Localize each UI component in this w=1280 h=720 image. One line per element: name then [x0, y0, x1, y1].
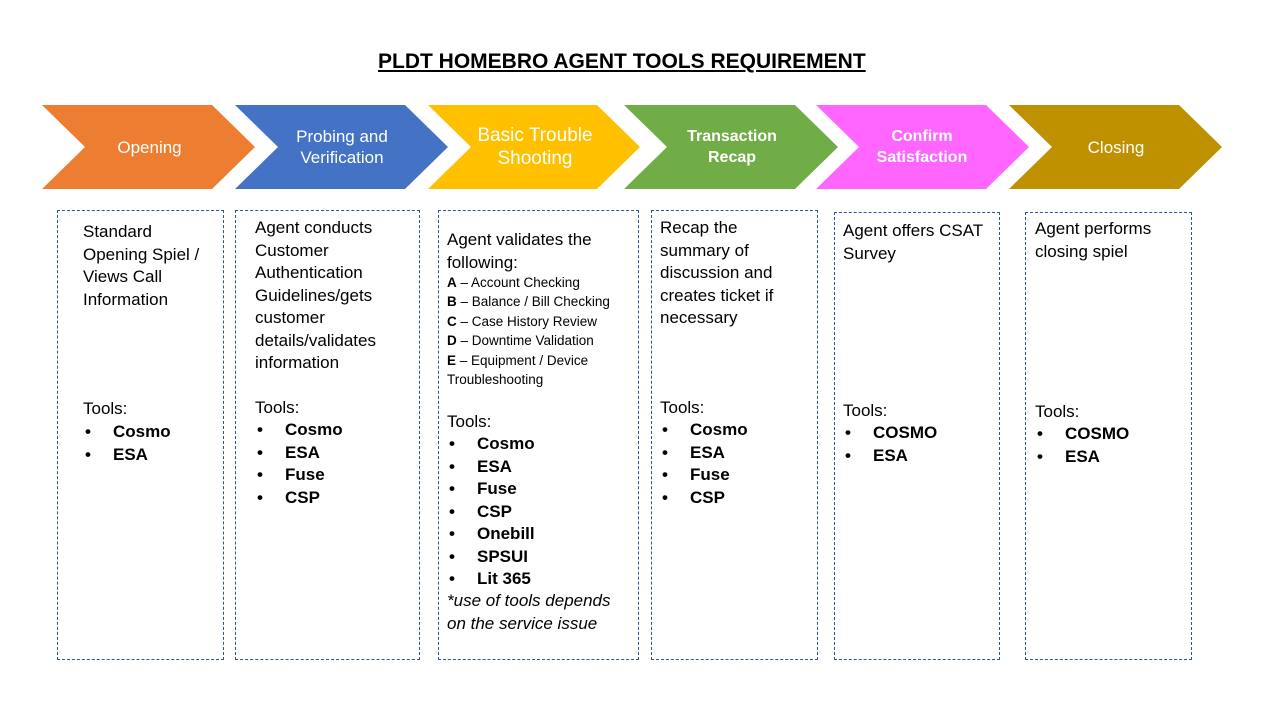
- tool-item: • CSP: [257, 487, 320, 507]
- tools-heading: Tools:: [255, 398, 300, 417]
- step-box-opening: [57, 210, 224, 660]
- tool-item: • Fuse: [449, 479, 517, 498]
- tools-list-opening: • Cosmo • ESA: [83, 421, 171, 466]
- step-label-satisfaction: Confirm Satisfaction: [876, 128, 968, 166]
- tool-item: • Cosmo: [85, 422, 171, 441]
- tool-item: • Onebill: [449, 524, 535, 543]
- step-box-satisfaction: [834, 212, 1000, 660]
- validation-checklist: A – Account Checking B – Balance / Bill …: [447, 273, 610, 389]
- tool-item: • CSP: [449, 501, 512, 521]
- tools-list-probing: • Cosmo • ESA • Fuse • CSP: [255, 419, 343, 509]
- check-item: D – Downtime Validation: [447, 333, 594, 349]
- step-description-probing: Agent conducts Customer Authentication G…: [255, 218, 376, 372]
- step-box-probing: [235, 210, 420, 660]
- tools-heading: Tools:: [660, 398, 705, 417]
- tools-usage-note: *use of tools depends on the service iss…: [447, 591, 611, 633]
- tool-item: • Cosmo: [662, 420, 748, 439]
- tool-item: • SPSUI: [449, 546, 529, 566]
- step-box-closing: [1025, 212, 1192, 660]
- tools-heading: Tools:: [447, 412, 492, 431]
- tool-item: • CSP: [662, 487, 725, 507]
- tool-item: • ESA: [449, 456, 512, 476]
- tool-item: • ESA: [845, 445, 908, 465]
- step-description-closing: Agent performs closing spiel: [1035, 219, 1152, 261]
- step-box-recap: [651, 210, 818, 660]
- tool-item: • COSMO: [845, 423, 938, 442]
- step-label-closing: Closing: [1087, 137, 1145, 157]
- tools-list-closing: • COSMO • ESA: [1035, 423, 1129, 468]
- tool-item: • ESA: [257, 442, 320, 462]
- step-description-troubleshooting: Agent validates the following:: [447, 230, 592, 272]
- tool-item: • ESA: [85, 444, 148, 464]
- tool-item: • ESA: [662, 442, 725, 462]
- check-item: E – Equipment / Device: [447, 352, 589, 368]
- step-label-troubleshooting: Basic Trouble Shooting: [477, 125, 593, 169]
- check-item: B – Balance / Bill Checking: [447, 294, 610, 310]
- tool-item: • ESA: [1037, 446, 1100, 466]
- page-title: PLDT HOMEBRO AGENT TOOLS REQUIREMENT: [378, 50, 866, 73]
- step-label-recap: Transaction Recap: [687, 128, 777, 166]
- tool-item: • Cosmo: [449, 434, 535, 453]
- tool-item: • Cosmo: [257, 420, 343, 439]
- check-item-continuation: Troubleshooting: [447, 372, 544, 388]
- step-description-opening: Standard Opening Spiel / Views Call Info…: [83, 222, 200, 309]
- tools-heading: Tools:: [843, 401, 888, 420]
- tools-list-troubleshooting: • Cosmo • ESA • Fuse • CSP • Onebill • SPSUI •…: [447, 433, 535, 591]
- step-description-recap: Recap the summary of discussion and crea…: [660, 218, 774, 327]
- tools-list-satisfaction: • COSMO • ESA: [843, 422, 937, 467]
- tool-item: • COSMO: [1037, 424, 1130, 443]
- tool-item: • Fuse: [662, 465, 730, 484]
- check-item: A – Account Checking: [447, 275, 580, 290]
- tool-item: • Lit 365: [449, 569, 531, 588]
- tools-heading: Tools:: [83, 399, 128, 418]
- tools-heading: Tools:: [1035, 402, 1080, 421]
- tool-item: • Fuse: [257, 465, 325, 484]
- tools-list-recap: • Cosmo • ESA • Fuse • CSP: [660, 419, 748, 509]
- step-label-opening: Opening: [117, 137, 182, 157]
- check-item: C – Case History Review: [447, 313, 598, 329]
- step-description-satisfaction: Agent offers CSAT Survey: [843, 221, 983, 263]
- step-box-troubleshooting: [438, 210, 639, 660]
- step-label-probing: Probing and Verification: [296, 127, 388, 167]
